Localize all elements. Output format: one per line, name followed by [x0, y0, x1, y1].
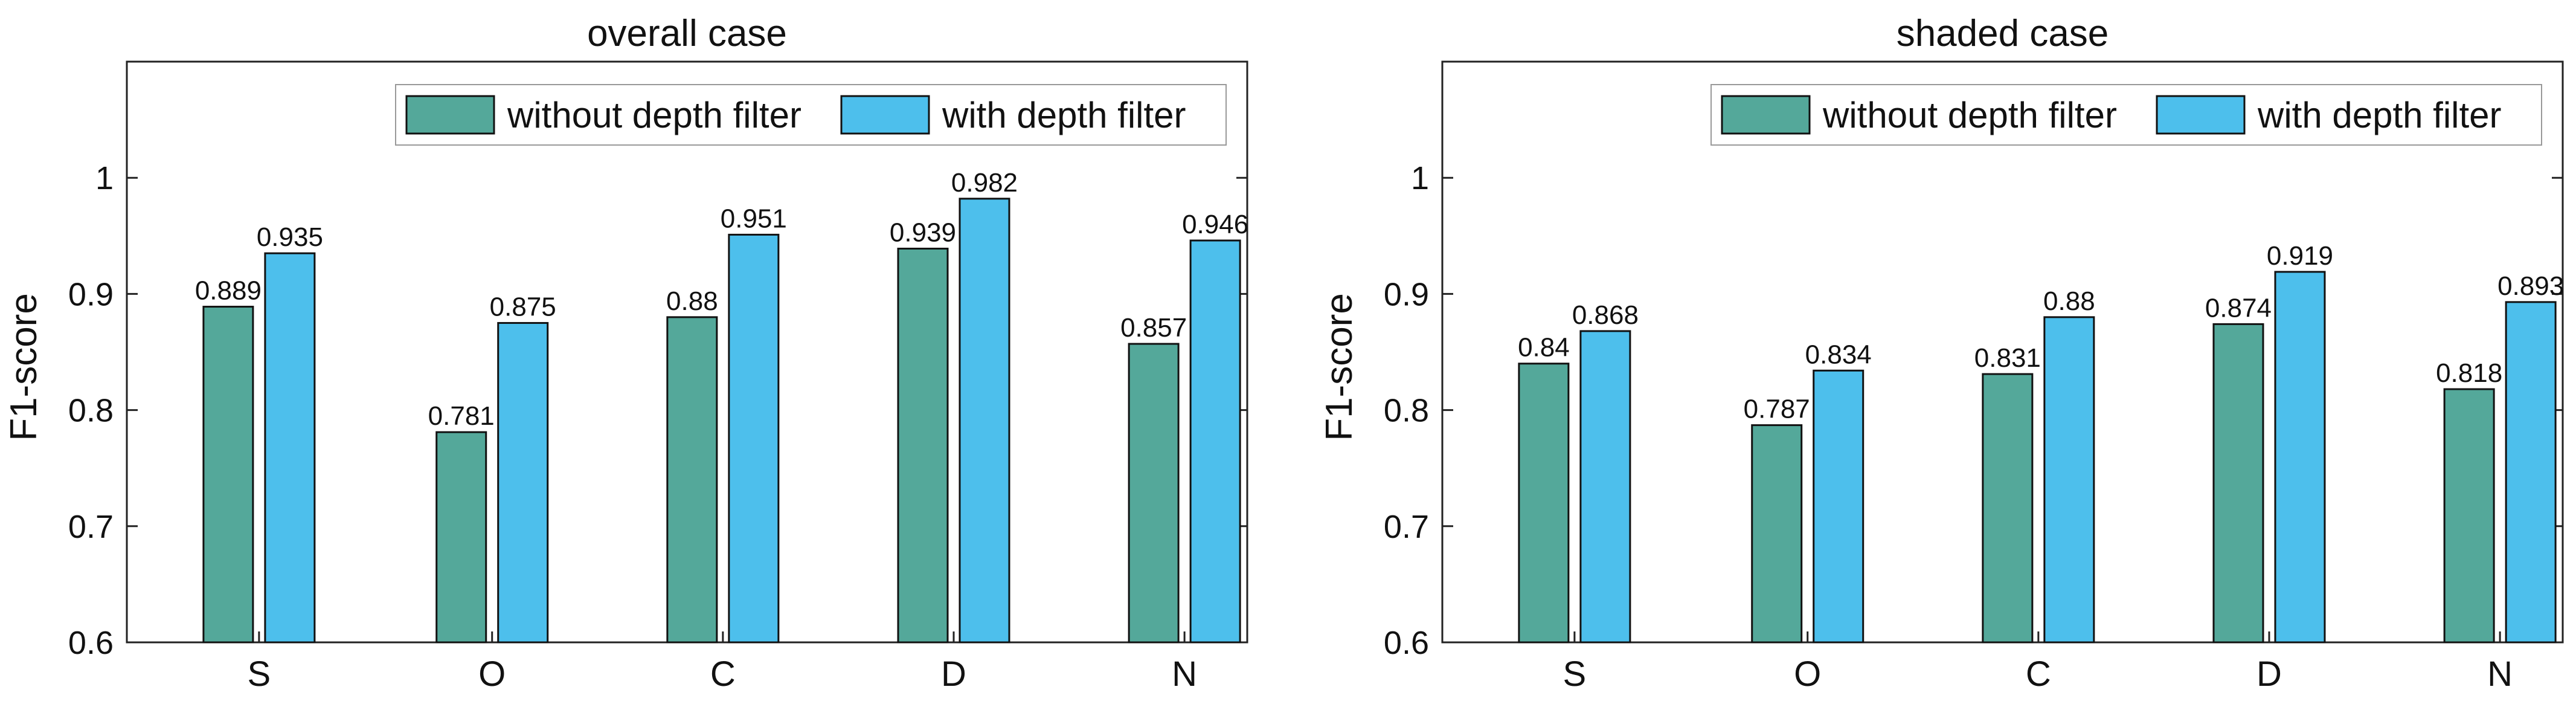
bar-with-depth-filter [1579, 330, 1631, 644]
data-label: 0.982 [951, 168, 1018, 198]
y-tick-label: 0.6 [68, 625, 114, 661]
legend-box [395, 84, 1227, 146]
x-tick-label: C [710, 654, 736, 694]
data-label: 0.787 [1744, 395, 1810, 424]
bar-without-depth-filter [2212, 323, 2264, 644]
bar-with-depth-filter [1189, 239, 1241, 644]
data-label: 0.781 [428, 401, 495, 431]
data-label: 0.951 [721, 204, 787, 233]
y-tick-label: 0.6 [1384, 625, 1429, 661]
data-label: 0.88 [2043, 286, 2095, 316]
legend-box [1710, 84, 2542, 146]
bar-with-depth-filter [959, 198, 1010, 644]
data-label: 0.946 [1182, 210, 1248, 239]
y-axis-label: F1-score [3, 293, 45, 441]
x-tick-label: N [2487, 654, 2513, 694]
data-label: 0.893 [2497, 271, 2564, 301]
legend-label: without depth filter [507, 95, 801, 135]
legend-swatch-with-depth-filter [2156, 95, 2246, 135]
bar-with-depth-filter [728, 233, 780, 644]
legend-label: without depth filter [1822, 95, 2117, 135]
data-label: 0.84 [1518, 333, 1570, 363]
data-label: 0.919 [2267, 241, 2333, 271]
y-tick-label: 1 [1411, 160, 1429, 196]
x-tick-label: O [1794, 654, 1821, 694]
data-label: 0.88 [666, 286, 718, 316]
bar-without-depth-filter [202, 306, 254, 644]
legend-swatch-without-depth-filter [405, 95, 495, 135]
x-tick-label: S [1563, 654, 1587, 694]
bar-with-depth-filter [2274, 271, 2326, 644]
x-tick-label: C [2026, 654, 2051, 694]
data-label: 0.889 [195, 276, 262, 306]
bar-with-depth-filter [497, 321, 549, 644]
chart-title: shaded case [1897, 13, 2109, 54]
data-label: 0.874 [2205, 293, 2272, 323]
legend-swatch-without-depth-filter [1721, 95, 1811, 135]
data-label: 0.831 [1974, 343, 2041, 373]
y-tick-label: 0.9 [68, 276, 114, 312]
data-label: 0.875 [490, 292, 556, 321]
x-tick-label: N [1172, 654, 1197, 694]
y-tick-label: 0.9 [1384, 276, 1429, 312]
y-tick-label: 0.7 [68, 509, 114, 545]
bar-without-depth-filter [435, 431, 487, 644]
y-tick-label: 1 [95, 160, 114, 196]
legend-label: with depth filter [2257, 95, 2502, 135]
y-axis-label: F1-score [1319, 293, 1360, 441]
data-label: 0.935 [257, 222, 323, 252]
legend-swatch-with-depth-filter [840, 95, 930, 135]
bar-without-depth-filter [1982, 373, 2034, 644]
y-tick-label: 0.8 [1384, 393, 1429, 429]
bar-without-depth-filter [2443, 388, 2495, 644]
data-label: 0.868 [1572, 300, 1639, 330]
bar-without-depth-filter [1751, 424, 1803, 644]
bar-without-depth-filter [897, 247, 949, 644]
data-label: 0.818 [2436, 358, 2502, 388]
y-tick-label: 0.8 [68, 393, 114, 429]
bar-without-depth-filter [666, 316, 718, 644]
bar-with-depth-filter [2043, 316, 2095, 644]
bar-without-depth-filter [1518, 363, 1570, 644]
x-tick-label: D [2256, 654, 2282, 694]
bar-without-depth-filter [1128, 343, 1180, 644]
y-tick-label: 0.7 [1384, 509, 1429, 545]
data-label: 0.939 [890, 218, 956, 247]
chart-title: overall case [587, 13, 787, 54]
legend-label: with depth filter [942, 95, 1186, 135]
data-label: 0.857 [1120, 313, 1187, 343]
bar-with-depth-filter [1813, 369, 1865, 644]
bar-with-depth-filter [264, 252, 316, 644]
x-tick-label: S [248, 654, 271, 694]
bar-with-depth-filter [2505, 301, 2557, 644]
chart-shaded-case: shaded caseF1-score0.60.70.80.91S0.840.8… [1319, 13, 2564, 694]
x-tick-label: O [478, 654, 506, 694]
x-tick-label: D [941, 654, 966, 694]
data-label: 0.834 [1805, 340, 1872, 369]
chart-overall-case: overall case F1-score 0.6 0.7 0.8 0.9 1 S 0.889 0… [3, 13, 1248, 694]
